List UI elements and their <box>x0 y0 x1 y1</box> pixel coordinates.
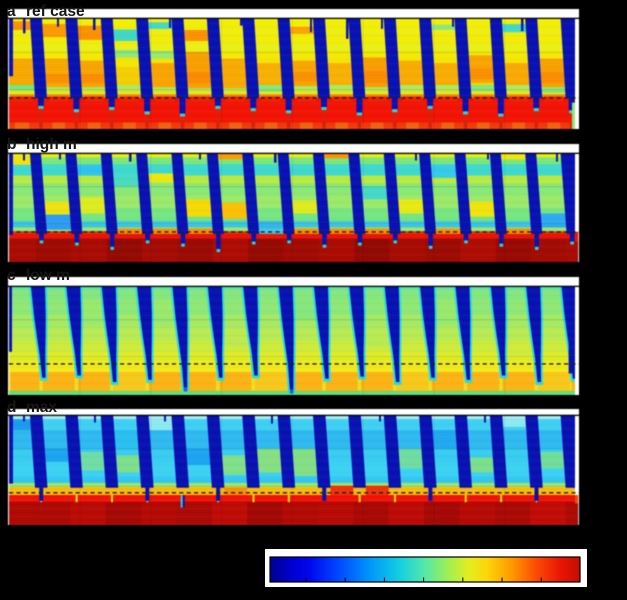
heatmap-panel-d <box>8 409 579 525</box>
colorbar <box>265 549 587 587</box>
panel-c-title: low m <box>26 267 70 284</box>
panel-c-letter: c <box>7 267 16 284</box>
heatmap-panel-c <box>8 277 579 395</box>
panel-b-label: b high m <box>7 136 77 153</box>
panel-a-label: a ref case <box>7 3 85 20</box>
panel-c-label: c low m <box>7 267 70 284</box>
panel-d-label: d max <box>7 399 58 416</box>
panel-b-letter: b <box>7 136 17 153</box>
panel-d-letter: d <box>7 399 17 416</box>
heatmap-panel-b <box>8 144 579 262</box>
panel-b-title: high m <box>26 136 77 153</box>
panel-d-title: max <box>26 399 58 416</box>
panel-a-title: ref case <box>26 3 85 20</box>
heatmap-panel-a <box>8 9 579 129</box>
panel-a-letter: a <box>7 3 16 20</box>
